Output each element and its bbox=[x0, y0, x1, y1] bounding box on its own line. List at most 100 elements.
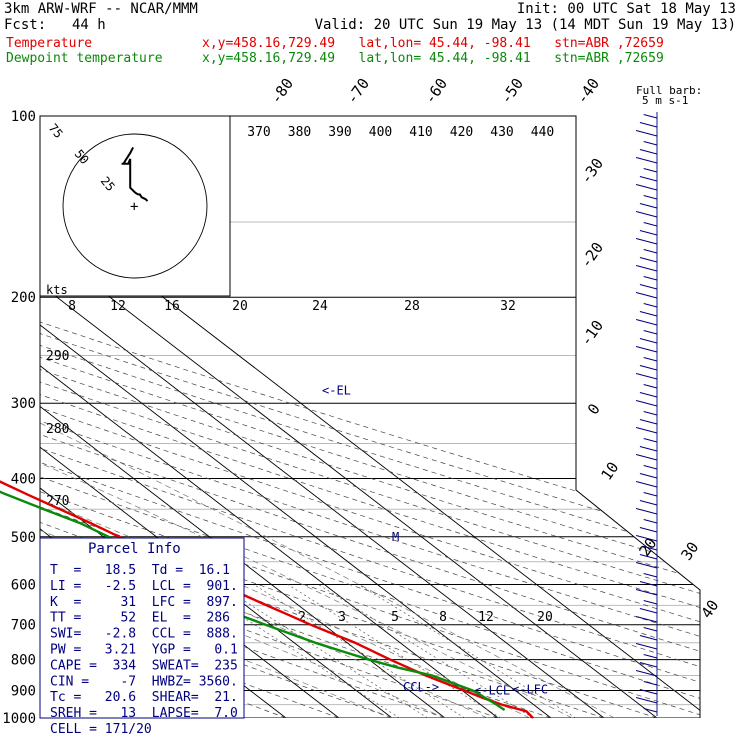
pressure-tick-label: 700 bbox=[11, 618, 36, 634]
dry-adiabat bbox=[40, 116, 446, 718]
pressure-tick-label: 600 bbox=[11, 577, 36, 593]
isotherm-label: 30 bbox=[677, 539, 702, 564]
wind-barb bbox=[643, 114, 658, 119]
hodograph-trace bbox=[121, 146, 149, 202]
hodograph-speed-label: 16 bbox=[164, 299, 180, 314]
wind-barb bbox=[635, 130, 658, 137]
parcel-info-row: CELL = 171/20 bbox=[50, 722, 152, 737]
wind-barb bbox=[639, 419, 658, 425]
parcel-info-row: TT = 52 EL = 286 bbox=[50, 611, 230, 626]
pressure-tick-label: 1000 bbox=[2, 711, 36, 727]
wind-barb bbox=[635, 400, 658, 407]
valid-time: Valid: 20 UTC Sun 19 May 13 (14 MDT Sun … bbox=[314, 17, 736, 33]
pressure-tick-label: 500 bbox=[11, 530, 36, 546]
temperature-legend: Temperature bbox=[6, 36, 93, 51]
pressure-tick-label: 100 bbox=[11, 109, 36, 125]
isotherm-label: 10 bbox=[597, 459, 622, 484]
wind-barb bbox=[635, 184, 658, 191]
wind-barb bbox=[643, 195, 658, 200]
moist-adiabat bbox=[40, 296, 393, 718]
model-title: 3km ARW-WRF -- NCAR/MMM bbox=[4, 1, 198, 17]
wind-barb bbox=[639, 446, 658, 452]
wind-barb bbox=[643, 330, 658, 335]
parcel-info-row: T = 18.5 Td = 16.1 bbox=[50, 563, 230, 578]
wind-barb bbox=[643, 519, 658, 524]
wind-barb bbox=[639, 689, 658, 695]
wind-barb bbox=[639, 392, 658, 398]
hodograph-inset bbox=[39, 115, 231, 297]
dewpoint-line bbox=[0, 490, 506, 711]
parcel-info-row: LI = -2.5 LCL = 901. bbox=[50, 579, 238, 594]
wind-barb bbox=[643, 573, 658, 578]
wind-barb bbox=[635, 211, 658, 218]
parcel-info-title: Parcel Info bbox=[88, 541, 181, 557]
wind-barb bbox=[639, 230, 658, 236]
parcel-info-row: PW = 3.21 YGP = 0.1 bbox=[50, 643, 238, 658]
mixing-ratio-line bbox=[287, 584, 501, 718]
lcl-label: <-LCL bbox=[474, 684, 510, 698]
isotherm-label: -60 bbox=[421, 75, 451, 108]
moist-adiabat bbox=[40, 296, 573, 718]
dry-adiabat bbox=[40, 116, 700, 718]
wind-barb bbox=[643, 303, 658, 308]
wind-barb bbox=[643, 627, 658, 632]
theta-e-label: 430 bbox=[490, 125, 513, 140]
isotherm-line bbox=[40, 116, 393, 718]
wind-barb bbox=[639, 554, 658, 560]
plot-frame-right bbox=[40, 115, 701, 718]
wind-barb bbox=[643, 168, 658, 173]
parcel-info-row: SREH = 13 LAPSE= 7.0 bbox=[50, 706, 238, 721]
parcel-info-box bbox=[39, 537, 245, 719]
wind-barb bbox=[635, 427, 658, 434]
dewpoint-location: x,y=458.16,729.49 lat,lon= 45.44, -98.41… bbox=[202, 51, 664, 66]
wind-barb bbox=[635, 238, 658, 245]
mixing-ratio-label: 12 bbox=[478, 610, 494, 625]
dewpoint-legend: Dewpoint temperature bbox=[6, 51, 163, 66]
parcel-info-row: Tc = 20.6 SHEAR= 21. bbox=[50, 690, 238, 705]
mixing-ratio-line bbox=[253, 584, 465, 718]
hodograph-ring bbox=[62, 133, 208, 279]
dry-adiabat bbox=[40, 116, 700, 718]
hodograph-units: kts bbox=[46, 283, 68, 297]
ccl-label: CCL-> bbox=[403, 680, 439, 694]
wind-barb bbox=[635, 535, 658, 542]
theta-e-label: 420 bbox=[450, 125, 473, 140]
wind-barb bbox=[639, 608, 658, 614]
wind-barb bbox=[639, 122, 658, 128]
moist-adiabat bbox=[40, 296, 615, 718]
dry-adiabat bbox=[40, 116, 700, 718]
wind-barb bbox=[643, 465, 658, 470]
isotherm-label: -80 bbox=[267, 75, 297, 108]
mixing-ratio-label: 8 bbox=[439, 610, 447, 625]
dry-adiabat bbox=[40, 116, 700, 718]
wind-barb bbox=[643, 384, 658, 389]
wind-barb bbox=[639, 176, 658, 182]
mixing-ratio-line bbox=[358, 584, 577, 718]
theta-label: 280 bbox=[46, 422, 69, 437]
parcel-info-row: CAPE = 334 SWEAT= 235 bbox=[50, 658, 238, 673]
mixing-ratio-label: 3 bbox=[338, 610, 346, 625]
wind-barb bbox=[639, 581, 658, 587]
wind-barb bbox=[635, 508, 658, 515]
dry-adiabat bbox=[40, 116, 700, 718]
wind-barb bbox=[643, 438, 658, 443]
theta-e-label: 440 bbox=[531, 125, 554, 140]
hodograph-speed-label: 24 bbox=[312, 299, 328, 314]
wind-barb bbox=[643, 411, 658, 416]
wind-barb bbox=[635, 346, 658, 353]
isotherm-line bbox=[40, 116, 552, 718]
wind-barb bbox=[635, 454, 658, 461]
wind-barb bbox=[643, 276, 658, 281]
isotherm-label: 40 bbox=[697, 597, 722, 622]
pressure-tick-label: 300 bbox=[11, 396, 36, 412]
wind-barb bbox=[643, 546, 658, 551]
parcel-info-row: K = 31 LFC = 897. bbox=[50, 595, 238, 610]
hodograph-speed-label: 20 bbox=[232, 299, 248, 314]
theta-e-label: 370 bbox=[247, 125, 270, 140]
wind-barb bbox=[635, 265, 658, 272]
wind-barb bbox=[643, 249, 658, 254]
isotherm-label: -20 bbox=[577, 239, 607, 272]
el-label: <-EL bbox=[322, 384, 351, 398]
wind-barb bbox=[635, 670, 658, 677]
isotherm-label: 0 bbox=[584, 400, 604, 418]
